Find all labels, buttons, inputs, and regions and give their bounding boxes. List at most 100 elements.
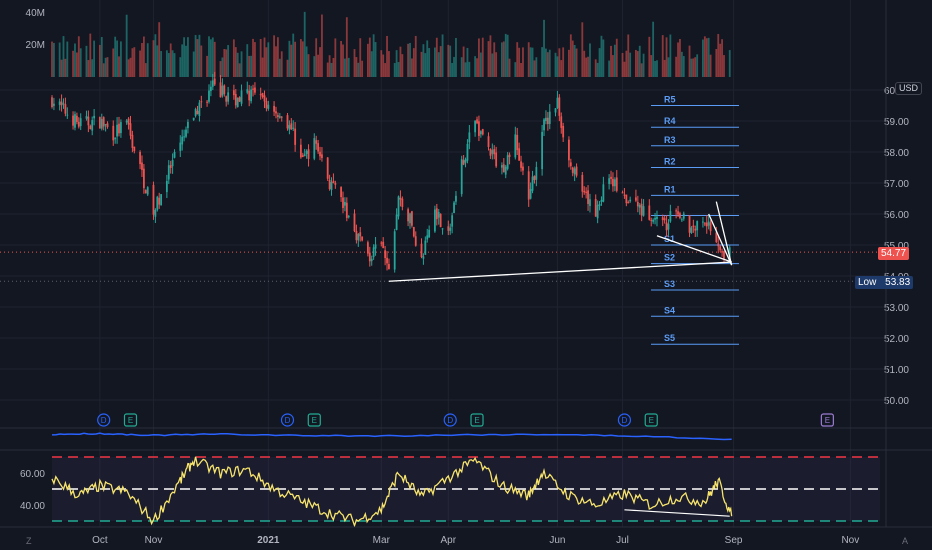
volume-tick-label: 40M — [26, 8, 45, 19]
candle-body-234 — [679, 213, 681, 218]
volume-bar-90 — [292, 33, 295, 77]
volume-bar-84 — [277, 37, 279, 77]
volume-bar-58 — [208, 36, 210, 77]
candle-body-100 — [319, 151, 321, 157]
candle-body-180 — [533, 175, 536, 181]
earnings-badge-7 — [644, 413, 658, 427]
candle-body-174 — [518, 148, 521, 161]
candle-body-198 — [583, 190, 586, 193]
auto-scale-control-right[interactable]: A — [902, 536, 909, 546]
candle-body-96 — [307, 149, 310, 159]
volume-bar-79 — [263, 37, 266, 77]
candle-body-226 — [656, 216, 658, 219]
candle-body-138 — [422, 256, 425, 259]
candle-body-107 — [340, 187, 342, 198]
candle-body-10 — [77, 121, 80, 127]
candle-body-73 — [248, 90, 251, 101]
event-badge-letter-1: E — [128, 416, 133, 425]
volume-bar-248 — [717, 34, 720, 77]
volume-bar-154 — [464, 62, 467, 77]
volume-bar-68 — [234, 47, 237, 77]
candle-body-58 — [208, 90, 210, 102]
volume-bar-57 — [206, 55, 208, 77]
volume-bar-35 — [144, 63, 147, 77]
volume-bar-136 — [414, 35, 417, 77]
candle-body-75 — [252, 88, 254, 90]
volume-bar-184 — [545, 48, 547, 77]
trendlines[interactable] — [388, 201, 733, 282]
candle-body-31 — [133, 146, 136, 152]
candle-body-53 — [194, 109, 197, 116]
candle-body-167 — [501, 165, 503, 168]
volume-bar-24 — [116, 40, 118, 77]
candle-body-203 — [596, 205, 599, 219]
volume-bar-23 — [114, 36, 117, 77]
earnings-badge-8 — [820, 413, 834, 427]
volume-bar-231 — [669, 34, 672, 77]
event-badge-letter-8: E — [825, 416, 830, 425]
volume-bar-159 — [478, 38, 480, 77]
volume-bar-80 — [265, 47, 268, 77]
currency-label[interactable]: USD — [895, 82, 923, 95]
volume-bar-189 — [558, 48, 561, 77]
candle-body-120 — [372, 247, 375, 258]
volume-bar-220 — [640, 63, 643, 77]
trendline-2 — [715, 201, 733, 266]
volume-bar-88 — [288, 40, 291, 77]
volume-bar-40 — [158, 22, 161, 78]
volume-bar-26 — [120, 41, 122, 77]
volume-bar-28 — [127, 59, 130, 77]
candle-body-69 — [236, 97, 239, 108]
candle-body-101 — [321, 154, 323, 159]
volume-bar-0 — [51, 41, 53, 77]
candle-body-109 — [344, 202, 346, 206]
volume-bar-239 — [692, 58, 695, 77]
volume-bar-245 — [707, 37, 710, 77]
volume-bar-108 — [342, 44, 344, 77]
candle-body-5 — [64, 104, 67, 114]
candle-body-245 — [707, 221, 710, 226]
volume-bar-66 — [227, 45, 230, 77]
candle-body-172 — [514, 134, 517, 158]
candle-body-33 — [141, 162, 143, 170]
candle-body-59 — [210, 86, 212, 92]
candle-body-141 — [428, 229, 431, 238]
candle-body-211 — [615, 177, 618, 191]
auto-scale-control-left[interactable]: Z — [26, 536, 32, 546]
candle-body-98 — [315, 140, 318, 144]
candle-body-132 — [407, 209, 409, 222]
candle-body-13 — [87, 116, 90, 126]
volume-bar-49 — [183, 37, 185, 77]
price-tick-label: 55.00 — [884, 241, 909, 252]
candle-body-42 — [165, 180, 168, 193]
volume-bar-149 — [451, 62, 454, 77]
pane-separators — [0, 0, 932, 528]
volume-bar-180 — [533, 60, 536, 77]
candle-body-23 — [114, 138, 117, 140]
candle-body-76 — [254, 87, 256, 93]
candle-body-221 — [642, 206, 645, 216]
volume-bar-52 — [192, 51, 195, 77]
candle-body-36 — [146, 187, 149, 195]
candle-body-207 — [608, 178, 611, 184]
volume-bar-223 — [650, 55, 653, 77]
dividend-badge-4 — [443, 413, 457, 427]
volume-bar-120 — [372, 34, 375, 77]
price-tick-label: 58.00 — [884, 148, 909, 159]
candle-body-97 — [313, 138, 316, 159]
volume-bar-148 — [449, 45, 452, 77]
candle-body-55 — [198, 102, 201, 116]
volume-bar-62 — [219, 61, 222, 77]
candle-body-151 — [455, 195, 457, 202]
earnings-badge-3 — [307, 413, 321, 427]
volume-bar-106 — [334, 38, 337, 77]
volume-bar-95 — [305, 46, 308, 77]
volume-bar-100 — [319, 47, 321, 77]
volume-bar-222 — [648, 36, 651, 77]
volume-bar-55 — [198, 34, 201, 77]
candle-body-47 — [179, 142, 182, 151]
volume-bar-155 — [466, 47, 469, 77]
volume-bar-182 — [541, 47, 544, 77]
